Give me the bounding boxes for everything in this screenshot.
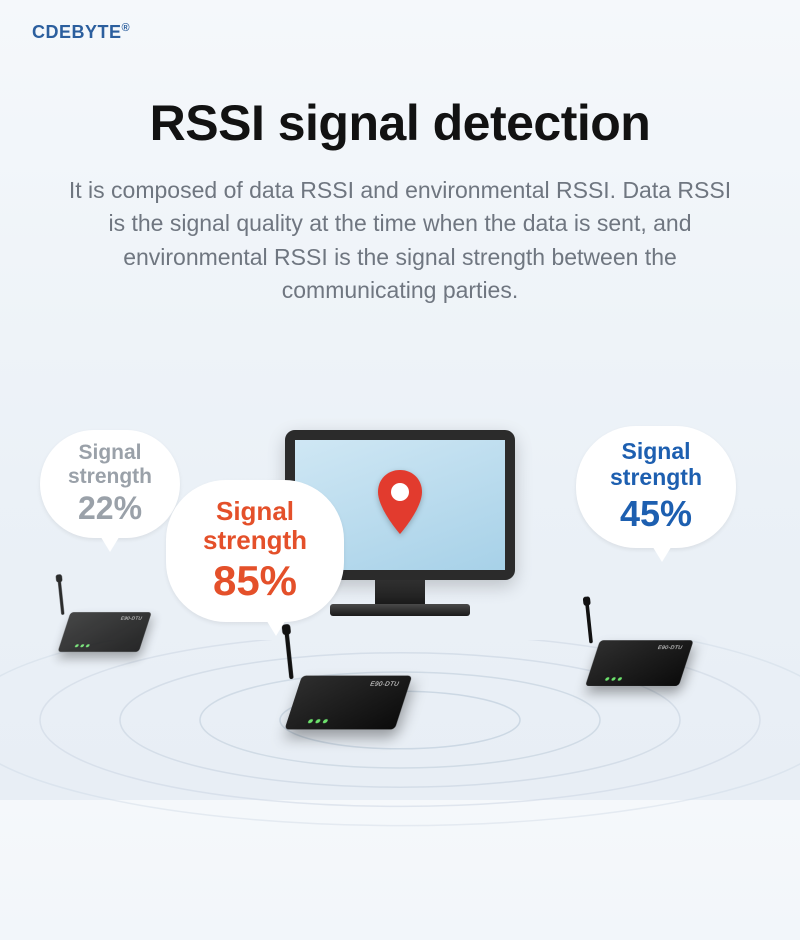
device-left: E90-DTU — [53, 598, 147, 653]
bubble-label: Signal strength — [40, 441, 180, 488]
device-leds — [307, 719, 329, 723]
bubble-label: Signal strength — [576, 439, 736, 491]
illustration-stage: Signal strength 22% Signal strength 85% … — [0, 420, 800, 800]
device-body: E90-DTU — [585, 640, 693, 686]
device-center: E90-DTU — [278, 656, 405, 730]
device-label: E90-DTU — [369, 682, 400, 688]
bubble-label: Signal strength — [166, 497, 344, 555]
device-leds — [604, 677, 622, 681]
device-body: E90-DTU — [58, 612, 152, 652]
bubble-percent: 85% — [166, 557, 344, 605]
brand-logo: CDEBYTE® — [32, 22, 130, 43]
antenna-icon — [58, 579, 65, 615]
device-right: E90-DTU — [580, 624, 688, 687]
signal-bubble-85: Signal strength 85% — [166, 480, 344, 622]
device-leds — [74, 644, 90, 647]
device-label: E90-DTU — [120, 617, 143, 622]
page-title: RSSI signal detection — [0, 94, 800, 152]
brand-registered: ® — [122, 22, 131, 34]
bubble-percent: 22% — [40, 490, 180, 527]
map-pin-icon — [372, 468, 428, 543]
description-text: It is composed of data RSSI and environm… — [60, 174, 740, 307]
brand-name: CDEBYTE — [32, 22, 122, 42]
device-label: E90-DTU — [657, 645, 683, 650]
signal-bubble-22: Signal strength 22% — [40, 430, 180, 538]
antenna-icon — [585, 602, 593, 644]
monitor-stand — [375, 578, 425, 604]
bubble-percent: 45% — [576, 493, 736, 535]
signal-bubble-45: Signal strength 45% — [576, 426, 736, 548]
monitor-base — [330, 604, 470, 616]
device-body: E90-DTU — [284, 676, 412, 730]
